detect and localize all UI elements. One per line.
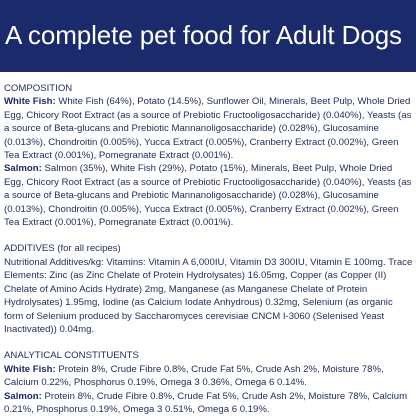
label-text: COMPOSITION White Fish: White Fish (64%)… — [4, 82, 414, 416]
analytical-white-fish-label: White Fish: — [4, 363, 56, 375]
title-banner: A complete pet food for Adult Dogs — [0, 0, 416, 72]
analytical-salmon-values: Protein 8%, Crude Fibre 0.8%, Crude Fat … — [4, 390, 408, 415]
composition-white-fish: White Fish: White Fish (64%), Potato (14… — [4, 95, 414, 162]
analytical-heading: ANALYTICAL CONSTITUENTS — [4, 350, 139, 362]
white-fish-ingredients: White Fish (64%), Potato (14.5%), Sunflo… — [4, 96, 412, 162]
composition-section: COMPOSITION White Fish: White Fish (64%)… — [4, 82, 414, 229]
analytical-salmon-label: Salmon: — [4, 390, 42, 402]
composition-heading: COMPOSITION — [4, 83, 73, 94]
analytical-white-fish-values: Protein 8%, Crude Fibre 0.8%, Crude Fat … — [4, 363, 384, 389]
analytical-salmon: Salmon: Protein 8%, Crude Fibre 0.8%, Cr… — [4, 390, 414, 416]
salmon-label: Salmon: — [4, 163, 42, 175]
additives-heading: ADDITIVES (for all recipes) — [4, 243, 121, 255]
composition-salmon: Salmon: Salmon (35%), White Fish (29%), … — [4, 162, 414, 229]
additives-section: ADDITIVES (for all recipes) Nutritional … — [4, 242, 414, 336]
analytical-white-fish: White Fish: Protein 8%, Crude Fibre 0.8%… — [4, 363, 414, 390]
additives-text: Nutritional Additives/kg: Vitamins: Vita… — [4, 256, 413, 335]
analytical-section: ANALYTICAL CONSTITUENTS White Fish: Prot… — [4, 349, 414, 416]
salmon-ingredients: Salmon (35%), White Fish (29%), Potato (… — [4, 163, 412, 229]
page-title: A complete pet food for Adult Dogs — [5, 20, 402, 50]
white-fish-label: White Fish: — [4, 96, 56, 108]
